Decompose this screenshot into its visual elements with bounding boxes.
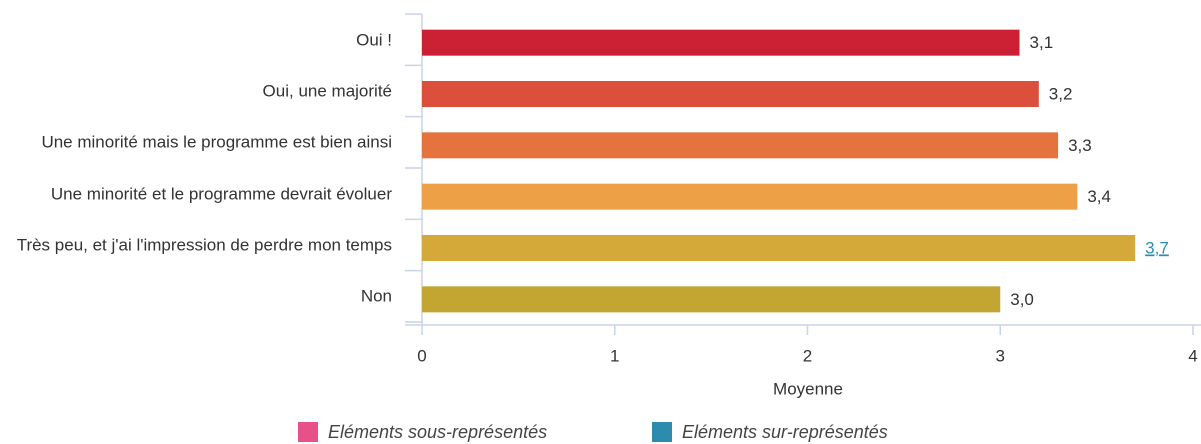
x-tick-label: 1 (610, 346, 619, 365)
y-tick-label: Une minorité mais le programme est bien … (41, 132, 392, 152)
bar (422, 183, 1078, 210)
y-tick-label: Oui ! (356, 30, 392, 50)
bar (422, 235, 1136, 261)
x-axis-label: Moyenne (773, 379, 843, 398)
data-label: 3,2 (1049, 84, 1073, 103)
y-tick-label: Très peu, et j'ai l'impression de perdre… (16, 235, 392, 255)
data-label[interactable]: 3,7 (1145, 238, 1169, 257)
bar (422, 132, 1059, 159)
x-tick-label: 3 (996, 346, 1005, 365)
legend-item: Eléments sur-représentés (652, 420, 888, 444)
x-tick-label: 0 (417, 346, 426, 365)
legend-swatch (298, 422, 318, 442)
y-tick-label: Non (360, 286, 392, 306)
legend-label: Eléments sous-représentés (328, 421, 548, 442)
legend-item: Eléments sous-représentés (298, 420, 547, 444)
legend-swatch (652, 422, 672, 442)
x-tick-label: 2 (803, 346, 812, 365)
legend-label: Eléments sur-représentés (682, 421, 888, 442)
bar (422, 29, 1020, 56)
y-tick-label: Oui, une majorité (262, 81, 392, 101)
data-label: 3,3 (1068, 136, 1092, 155)
bar (422, 286, 1001, 313)
y-tick-label: Une minorité et le programme devrait évo… (50, 184, 392, 204)
data-label: 3,4 (1087, 187, 1111, 206)
data-label: 3,0 (1010, 290, 1034, 309)
x-tick-label: 4 (1188, 346, 1197, 365)
data-label: 3,1 (1030, 33, 1054, 52)
bar (422, 81, 1039, 107)
